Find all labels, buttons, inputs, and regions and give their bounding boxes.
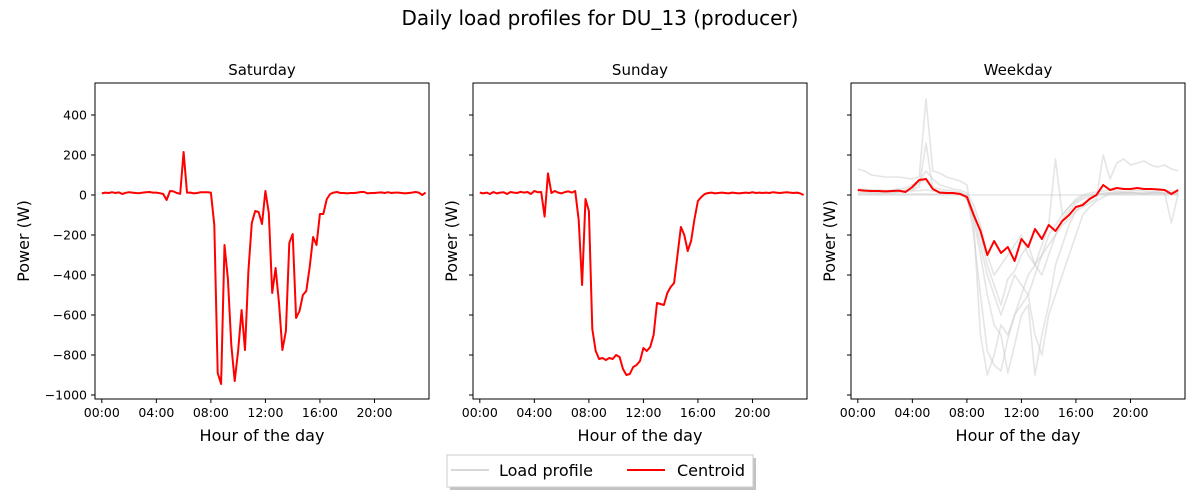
x-axis-label: Hour of the day <box>578 426 703 445</box>
legend-box <box>446 454 754 488</box>
x-tick-label: 20:00 <box>1112 405 1148 420</box>
y-tick-label: −1000 <box>45 388 87 403</box>
x-tick-label: 16:00 <box>680 405 716 420</box>
panel-sunday: Sunday Hour of the day Power (W) 00:00 04… <box>442 61 808 445</box>
y-tick-label: −200 <box>53 228 87 243</box>
axis-ticks: 00:00 04:00 08:00 12:00 16:00 20:00 <box>840 114 1149 420</box>
y-tick-label: 400 <box>63 108 87 123</box>
series-lines <box>857 98 1179 376</box>
legend-label-load-profile: Load profile <box>499 461 593 480</box>
panel-title: Sunday <box>612 61 668 79</box>
y-tick-label: −600 <box>53 308 87 323</box>
series-line-load-profile <box>857 193 1179 316</box>
series-lines <box>479 172 805 376</box>
x-tick-label: 00:00 <box>462 405 498 420</box>
y-tick-label: −400 <box>53 268 87 283</box>
y-tick-label: 200 <box>63 148 87 163</box>
panel-title: Weekday <box>984 61 1053 79</box>
y-tick-label: 0 <box>79 188 87 203</box>
x-tick-label: 00:00 <box>840 405 876 420</box>
plot-area <box>472 82 808 400</box>
panel-title: Saturday <box>228 61 296 79</box>
x-tick-label: 12:00 <box>1003 405 1039 420</box>
x-tick-label: 04:00 <box>516 405 552 420</box>
y-axis-label: Power (W) <box>442 200 461 282</box>
x-tick-label: 08:00 <box>571 405 607 420</box>
legend: Load profile Centroid <box>446 454 756 490</box>
plot-area <box>94 82 430 400</box>
axis-ticks: 00:00 04:00 08:00 12:00 16:00 20:00 −1000 −800 −… <box>45 108 393 421</box>
x-tick-label: 04:00 <box>138 405 174 420</box>
x-tick-label: 08:00 <box>949 405 985 420</box>
x-tick-label: 08:00 <box>193 405 229 420</box>
legend-label-centroid: Centroid <box>677 461 745 480</box>
series-line-load-profile <box>857 98 1179 376</box>
x-tick-label: 12:00 <box>247 405 283 420</box>
x-tick-label: 12:00 <box>625 405 661 420</box>
x-axis-label: Hour of the day <box>200 426 325 445</box>
series-lines <box>101 151 427 385</box>
series-line-centroid <box>101 151 427 385</box>
panel-saturday: Saturday Hour of the day Power (W) 00:00… <box>14 61 430 445</box>
x-tick-label: 00:00 <box>84 405 120 420</box>
figure-title: Daily load profiles for DU_13 (producer) <box>402 6 799 30</box>
y-axis-label: Power (W) <box>14 200 33 282</box>
panel-weekday: Weekday Hour of the day Power (W) 00:00 0… <box>820 61 1186 445</box>
series-line-centroid <box>479 172 805 376</box>
x-tick-label: 04:00 <box>894 405 930 420</box>
x-tick-label: 20:00 <box>734 405 770 420</box>
axis-ticks: 00:00 04:00 08:00 12:00 16:00 20:00 <box>462 114 771 420</box>
series-line-centroid <box>857 178 1179 262</box>
y-tick-label: −800 <box>53 348 87 363</box>
series-line-load-profile <box>857 158 1179 276</box>
x-tick-label: 16:00 <box>1058 405 1094 420</box>
x-tick-label: 20:00 <box>356 405 392 420</box>
y-axis-label: Power (W) <box>820 200 839 282</box>
x-axis-label: Hour of the day <box>956 426 1081 445</box>
series-line-load-profile <box>857 178 1179 306</box>
x-tick-label: 16:00 <box>302 405 338 420</box>
